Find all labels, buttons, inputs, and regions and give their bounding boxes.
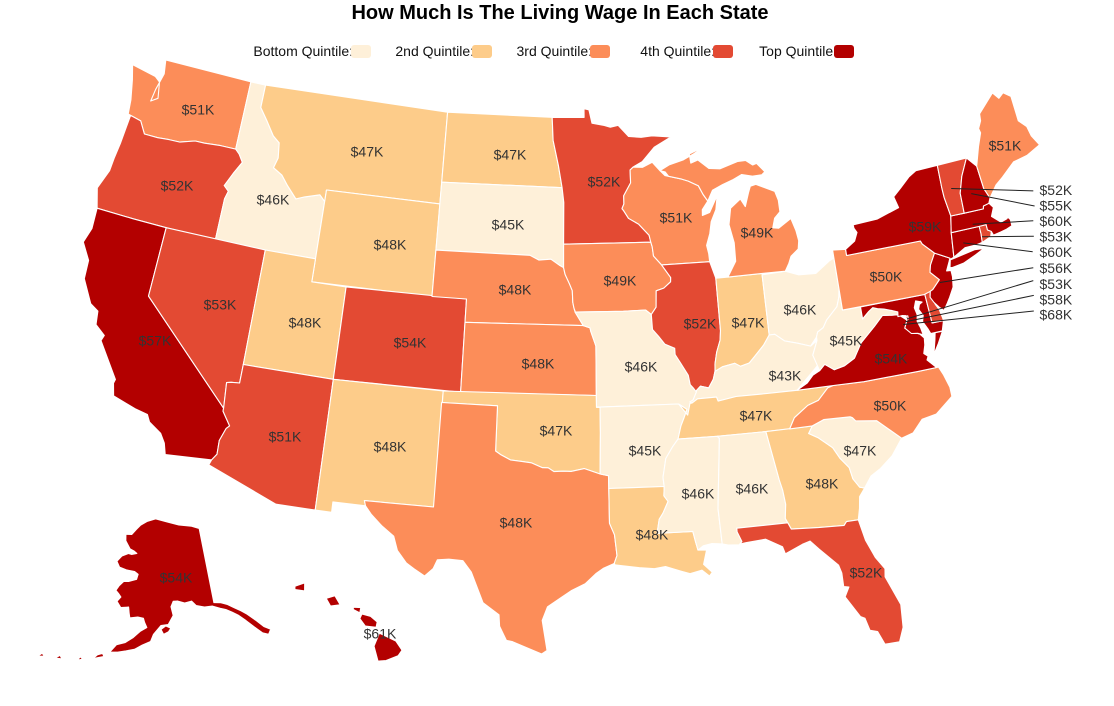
svg-text:$43K: $43K [769,368,802,384]
svg-text:$48K: $48K [522,356,555,372]
svg-text:$48K: $48K [374,237,407,253]
svg-text:$47K: $47K [732,315,765,331]
svg-text:$68K: $68K [1040,306,1073,322]
svg-text:$48K: $48K [636,527,669,543]
svg-text:$48K: $48K [499,282,532,298]
svg-text:$51K: $51K [269,429,302,445]
svg-text:$51K: $51K [660,210,693,226]
svg-text:$45K: $45K [629,443,662,459]
svg-text:$60K: $60K [1040,244,1073,260]
svg-text:$46K: $46K [625,359,658,375]
svg-text:$54K: $54K [875,351,908,367]
svg-text:$47K: $47K [740,408,773,424]
svg-text:$51K: $51K [989,138,1022,154]
svg-text:$58K: $58K [1040,292,1073,308]
svg-text:$52K: $52K [1040,182,1073,198]
svg-text:$45K: $45K [492,217,525,233]
svg-text:$48K: $48K [289,315,322,331]
svg-text:$46K: $46K [682,486,715,502]
svg-text:$48K: $48K [374,439,407,455]
svg-text:$47K: $47K [540,423,573,439]
svg-text:$52K: $52K [684,316,717,332]
svg-text:$59K: $59K [909,219,942,235]
svg-text:$47K: $47K [351,144,384,160]
svg-text:$50K: $50K [874,398,907,414]
svg-text:$54K: $54K [394,335,427,351]
svg-text:$47K: $47K [844,443,877,459]
svg-text:$49K: $49K [604,273,637,289]
svg-text:$45K: $45K [830,333,863,349]
svg-text:$60K: $60K [1040,213,1073,229]
svg-text:$46K: $46K [736,481,769,497]
svg-text:$52K: $52K [161,178,194,194]
svg-text:$51K: $51K [182,102,215,118]
svg-text:$53K: $53K [1040,276,1073,292]
svg-text:$46K: $46K [257,192,290,208]
svg-text:$48K: $48K [806,476,839,492]
svg-text:$55K: $55K [1040,197,1073,213]
svg-text:$50K: $50K [870,269,903,285]
svg-text:$57K: $57K [139,333,172,349]
svg-text:$52K: $52K [850,565,883,581]
svg-text:$52K: $52K [588,174,621,190]
svg-text:$54K: $54K [160,570,193,586]
svg-text:$47K: $47K [494,147,527,163]
svg-text:$56K: $56K [1040,260,1073,276]
svg-text:$53K: $53K [1040,228,1073,244]
svg-text:$49K: $49K [741,225,774,241]
svg-text:$46K: $46K [784,302,817,318]
svg-text:$48K: $48K [500,515,533,531]
svg-text:$53K: $53K [204,297,237,313]
svg-text:$61K: $61K [364,626,397,642]
